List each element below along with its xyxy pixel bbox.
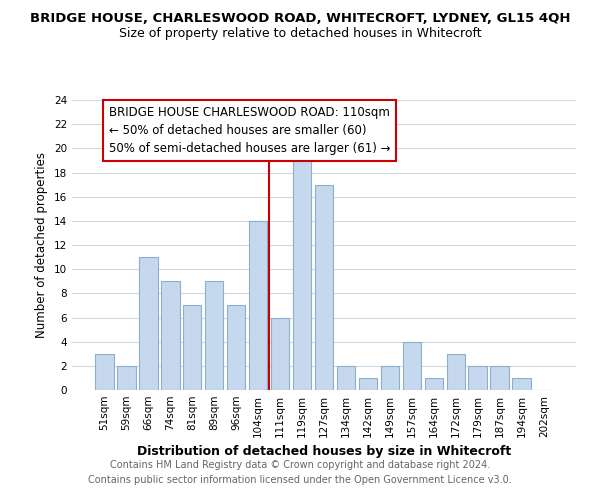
Bar — [271, 318, 289, 390]
Bar — [161, 281, 179, 390]
Text: BRIDGE HOUSE CHARLESWOOD ROAD: 110sqm
← 50% of detached houses are smaller (60)
: BRIDGE HOUSE CHARLESWOOD ROAD: 110sqm ← … — [109, 106, 390, 155]
Bar — [337, 366, 355, 390]
Bar — [227, 306, 245, 390]
Bar — [425, 378, 443, 390]
Bar — [380, 366, 399, 390]
Bar — [490, 366, 509, 390]
Bar — [512, 378, 531, 390]
Text: Contains HM Land Registry data © Crown copyright and database right 2024.
Contai: Contains HM Land Registry data © Crown c… — [88, 460, 512, 485]
Bar — [293, 160, 311, 390]
Bar — [139, 257, 158, 390]
Bar — [205, 281, 223, 390]
Bar — [314, 184, 334, 390]
Bar — [403, 342, 421, 390]
Bar — [249, 221, 268, 390]
X-axis label: Distribution of detached houses by size in Whitecroft: Distribution of detached houses by size … — [137, 446, 511, 458]
Text: Size of property relative to detached houses in Whitecroft: Size of property relative to detached ho… — [119, 28, 481, 40]
Bar — [183, 306, 202, 390]
Bar — [469, 366, 487, 390]
Y-axis label: Number of detached properties: Number of detached properties — [35, 152, 49, 338]
Bar — [117, 366, 136, 390]
Bar — [446, 354, 465, 390]
Bar — [359, 378, 377, 390]
Text: BRIDGE HOUSE, CHARLESWOOD ROAD, WHITECROFT, LYDNEY, GL15 4QH: BRIDGE HOUSE, CHARLESWOOD ROAD, WHITECRO… — [30, 12, 570, 26]
Bar — [95, 354, 113, 390]
